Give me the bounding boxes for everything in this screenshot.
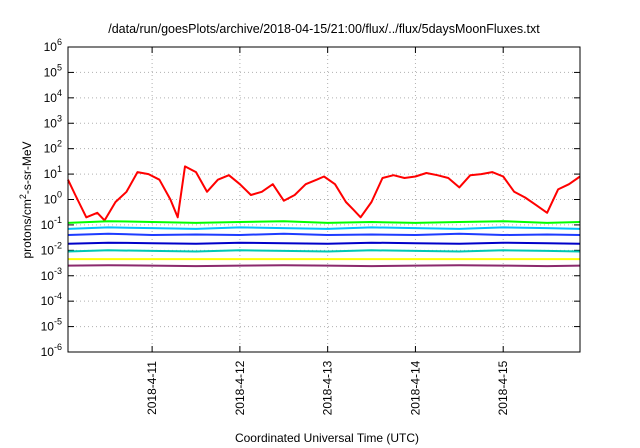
y-axis-label-pre: protons/cm xyxy=(20,199,34,258)
y-tick-label: 102 xyxy=(44,139,62,156)
series-line-8 xyxy=(67,264,581,268)
y-tick-label: 106 xyxy=(44,37,62,54)
series-line-1 xyxy=(67,165,581,222)
y-axis-label-post: -s-sr-MeV xyxy=(20,141,34,194)
y-tick-label: 10-3 xyxy=(41,266,62,283)
plot-frame xyxy=(67,46,581,353)
chart-title: /data/run/goesPlots/archive/2018-04-15/2… xyxy=(108,22,540,36)
y-axis-label: protons/cm2-s-sr-MeV xyxy=(18,141,34,258)
y-tick-label: 100 xyxy=(44,190,62,207)
series-line-5 xyxy=(67,241,581,245)
x-tick-label: 2018-4-13 xyxy=(321,360,335,415)
x-tick-label: 2018-4-11 xyxy=(145,361,159,415)
y-tick-label: 105 xyxy=(44,62,62,79)
series-lines xyxy=(67,165,581,268)
y-tick-label: 10-6 xyxy=(41,342,62,359)
x-tick-label: 2018-4-12 xyxy=(233,360,247,415)
series-line-6 xyxy=(67,249,581,253)
x-tick-label: 2018-4-15 xyxy=(496,360,510,415)
y-tick-label: 104 xyxy=(44,88,62,105)
y-axis-ticks: 10-6 10-5 10-4 10-3 10-2 10-1 100 101 102 103 104 1… xyxy=(41,37,580,359)
y-axis-label-sup: 2 xyxy=(18,194,28,199)
y-tick-label: 10-2 xyxy=(41,240,62,257)
y-tick-label: 10-5 xyxy=(41,317,62,334)
x-axis-ticks: 2018-4-11 2018-4-12 2018-4-13 2018-4-14 2018… xyxy=(145,47,510,415)
series-line-3 xyxy=(67,226,581,230)
y-tick-label: 10-4 xyxy=(41,291,62,308)
x-axis-label: Coordinated Universal Time (UTC) xyxy=(235,431,419,445)
y-tick-label: 103 xyxy=(44,113,62,130)
series-line-4 xyxy=(67,232,581,236)
series-line-2 xyxy=(67,220,581,224)
y-tick-label: 101 xyxy=(44,164,62,181)
x-tick-label: 2018-4-14 xyxy=(408,360,422,415)
grid xyxy=(68,47,580,352)
y-tick-label: 10-1 xyxy=(41,215,62,232)
